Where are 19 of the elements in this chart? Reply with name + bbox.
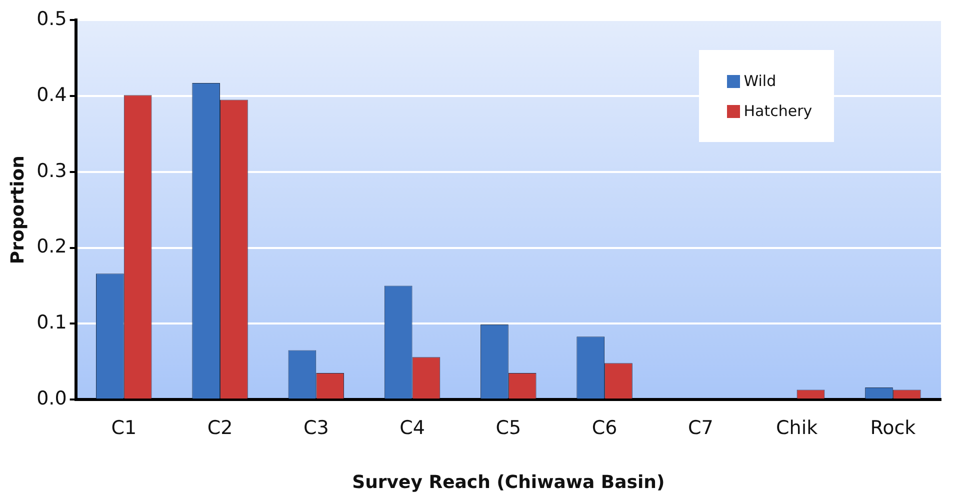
x-tick-label: C2 <box>207 416 233 439</box>
legend-label: Hatchery <box>742 102 812 120</box>
x-tick-label: Chik <box>776 416 818 439</box>
legend-label: Wild <box>742 72 778 90</box>
x-tick-label: C6 <box>592 416 618 439</box>
x-tick-label: C5 <box>496 416 522 439</box>
y-tick-label: 0.3 <box>36 160 67 182</box>
y-tick-label: 0.0 <box>36 388 67 410</box>
x-tick-label: C7 <box>688 416 714 439</box>
y-tick-label: 0.4 <box>36 84 67 106</box>
y-axis-title: Proportion <box>7 156 28 264</box>
y-tick-label: 0.5 <box>36 8 67 30</box>
x-tick-label: Rock <box>870 416 916 439</box>
x-tick-label: C3 <box>303 416 329 439</box>
x-tick-label: C1 <box>111 416 137 439</box>
x-axis-title: Survey Reach (Chiwawa Basin) <box>352 472 665 493</box>
y-tick-label: 0.2 <box>36 236 67 258</box>
x-tick-label: C4 <box>400 416 425 439</box>
y-tick-label: 0.1 <box>36 312 67 334</box>
